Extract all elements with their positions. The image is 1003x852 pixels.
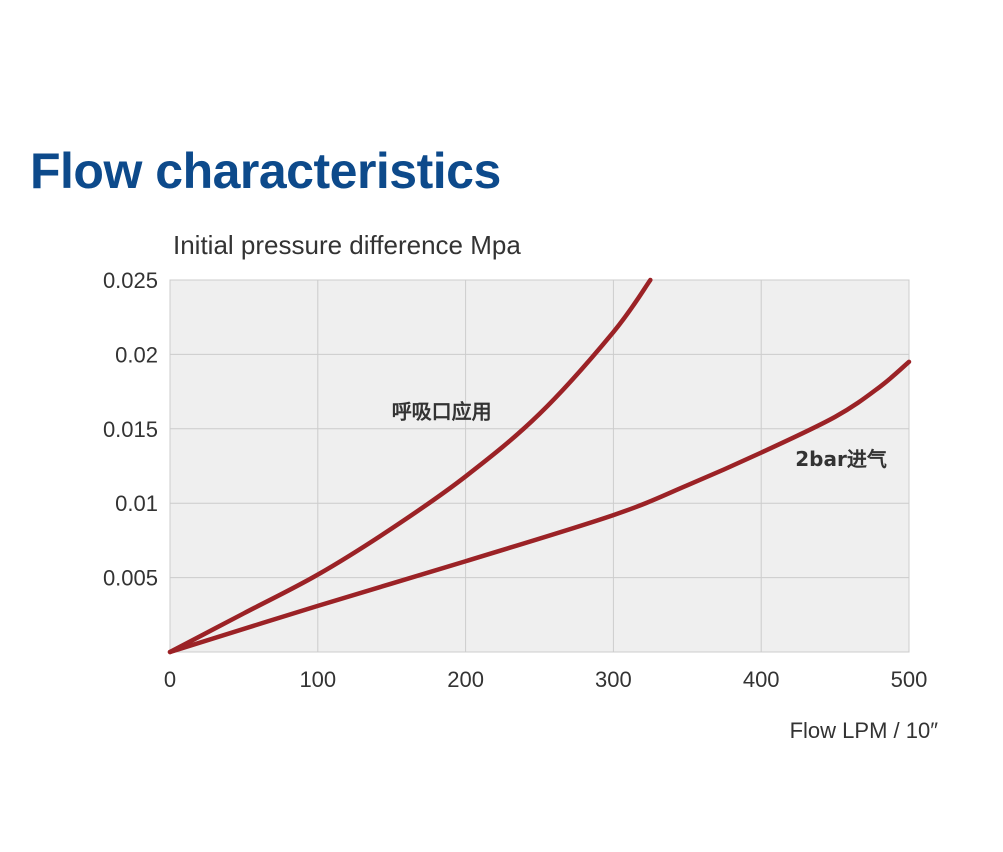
x-tick-label: 500 bbox=[891, 667, 928, 692]
y-axis-label: Initial pressure difference Mpa bbox=[173, 230, 521, 260]
x-tick-label: 400 bbox=[743, 667, 780, 692]
x-tick-label: 300 bbox=[595, 667, 632, 692]
x-tick-label: 100 bbox=[299, 667, 336, 692]
series-label-2: 2bar进气 bbox=[795, 447, 887, 471]
x-tick-label: 200 bbox=[447, 667, 484, 692]
y-tick-label: 0.005 bbox=[103, 566, 158, 591]
y-tick-label: 0.025 bbox=[103, 268, 158, 293]
y-tick-label: 0.01 bbox=[115, 491, 158, 516]
page-title: Flow characteristics bbox=[30, 143, 501, 199]
x-axis-label: Flow LPM / 10″ bbox=[790, 718, 939, 743]
x-tick-labels: 0 100 200 300 400 500 bbox=[164, 667, 927, 692]
y-tick-label: 0.015 bbox=[103, 417, 158, 442]
y-tick-label: 0.02 bbox=[115, 342, 158, 367]
series-label-1: 呼吸口应用 bbox=[392, 399, 492, 423]
plot-border bbox=[169, 279, 910, 653]
x-tick-label: 0 bbox=[164, 667, 176, 692]
grid-lines bbox=[169, 279, 910, 653]
series-labels: 呼吸口应用 2bar进气 bbox=[392, 399, 887, 471]
series-line-2 bbox=[167, 359, 912, 655]
y-tick-labels: 0.005 0.01 0.015 0.02 0.025 bbox=[103, 268, 158, 591]
series-lines bbox=[167, 277, 912, 655]
series-line-1 bbox=[167, 277, 653, 655]
